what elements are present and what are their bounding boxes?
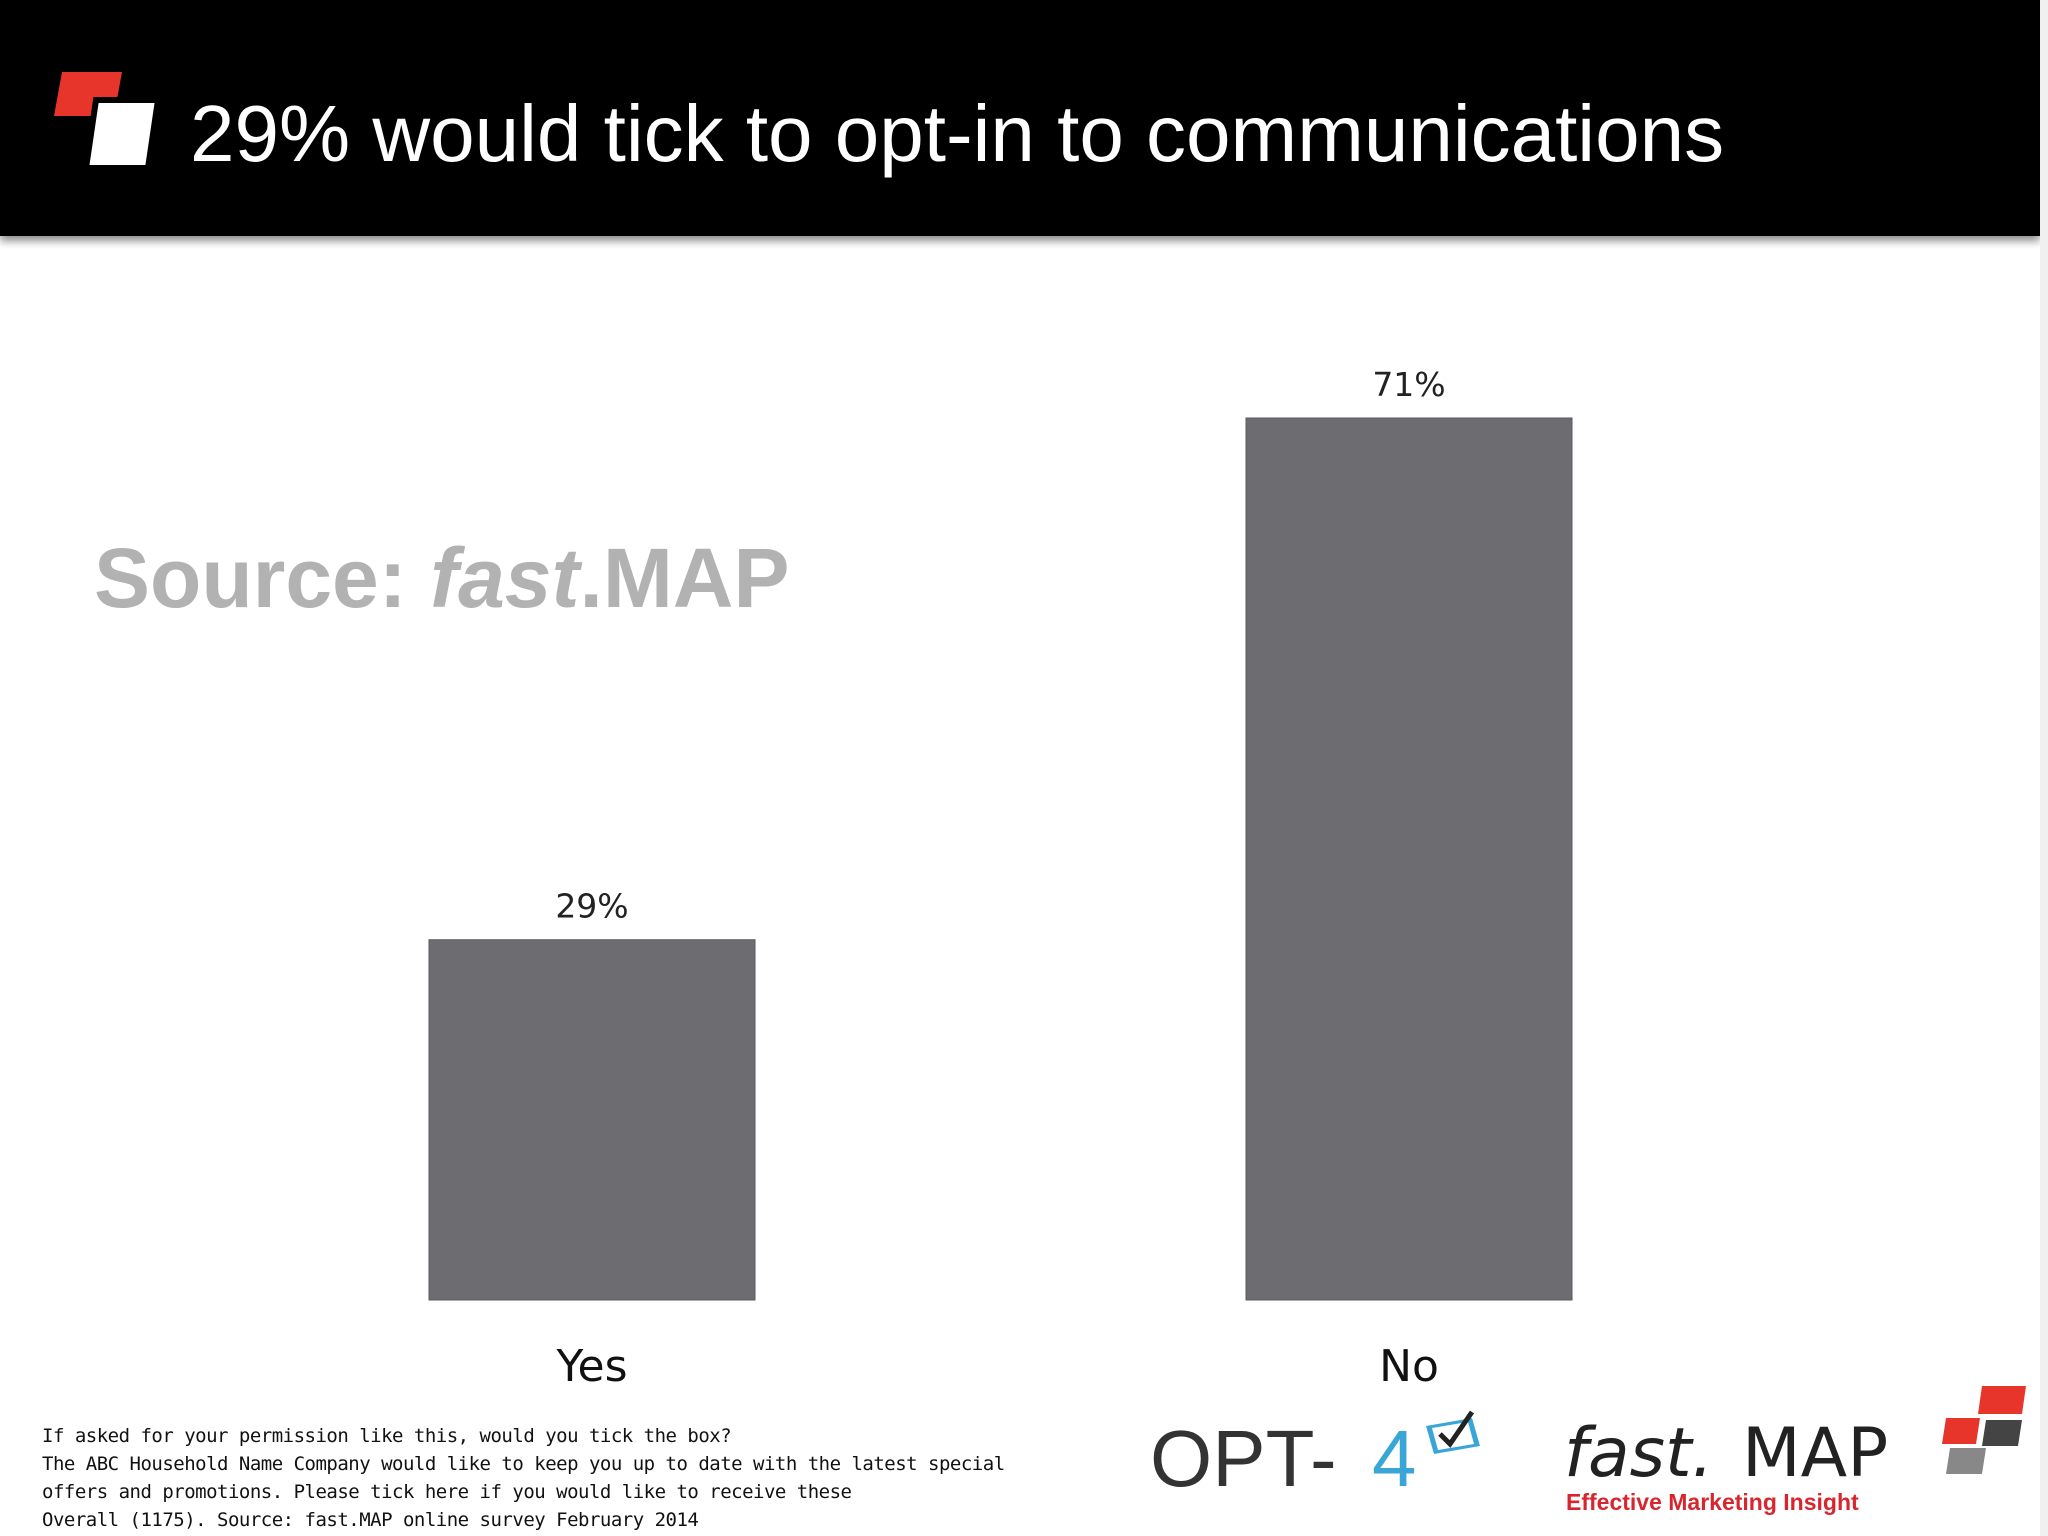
category-label-no: No — [1379, 1341, 1439, 1392]
right-edge — [2040, 0, 2048, 1536]
opt4-logo-digit: 4 — [1372, 1414, 1417, 1503]
footnote-line: The ABC Household Name Company would lik… — [42, 1453, 1005, 1475]
watermark-emphasis: fast — [430, 531, 580, 625]
source-watermark: Source: fast.MAP — [94, 530, 789, 627]
opt4-logo-text: OPT- — [1150, 1414, 1337, 1503]
bar-chart: 29% Yes 71% No — [428, 365, 1573, 1392]
brand-logo-icon — [54, 72, 158, 168]
fastmap-squares-icon — [1942, 1386, 2026, 1474]
fastmap-logo: fast. MAP Effective Marketing Insight — [1564, 1386, 2026, 1515]
footnote-line: If asked for your permission like this, … — [42, 1425, 732, 1447]
title-bar: 29% would tick to opt-in to communicatio… — [0, 0, 2040, 236]
checkbox-tick-icon — [1426, 1410, 1480, 1454]
watermark-prefix: Source: — [94, 531, 431, 625]
footnote-line: offers and promotions. Please tick here … — [42, 1481, 852, 1503]
fastmap-logo-main: MAP — [1742, 1414, 1888, 1493]
footnote-line: Overall (1175). Source: fast.MAP online … — [42, 1509, 699, 1531]
fastmap-logo-prefix: fast. — [1564, 1414, 1713, 1493]
data-label-no: 71% — [1372, 365, 1445, 404]
watermark-suffix: .MAP — [579, 531, 790, 625]
bar-yes — [428, 939, 756, 1301]
footnote: If asked for your permission like this, … — [42, 1422, 1122, 1534]
opt4-logo: OPT- 4 — [1150, 1410, 1480, 1503]
category-label-yes: Yes — [555, 1341, 627, 1392]
fastmap-tagline: Effective Marketing Insight — [1566, 1489, 1859, 1515]
page-title: 29% would tick to opt-in to communicatio… — [190, 89, 1725, 178]
bar-no — [1245, 417, 1573, 1301]
data-label-yes: 29% — [555, 887, 628, 926]
